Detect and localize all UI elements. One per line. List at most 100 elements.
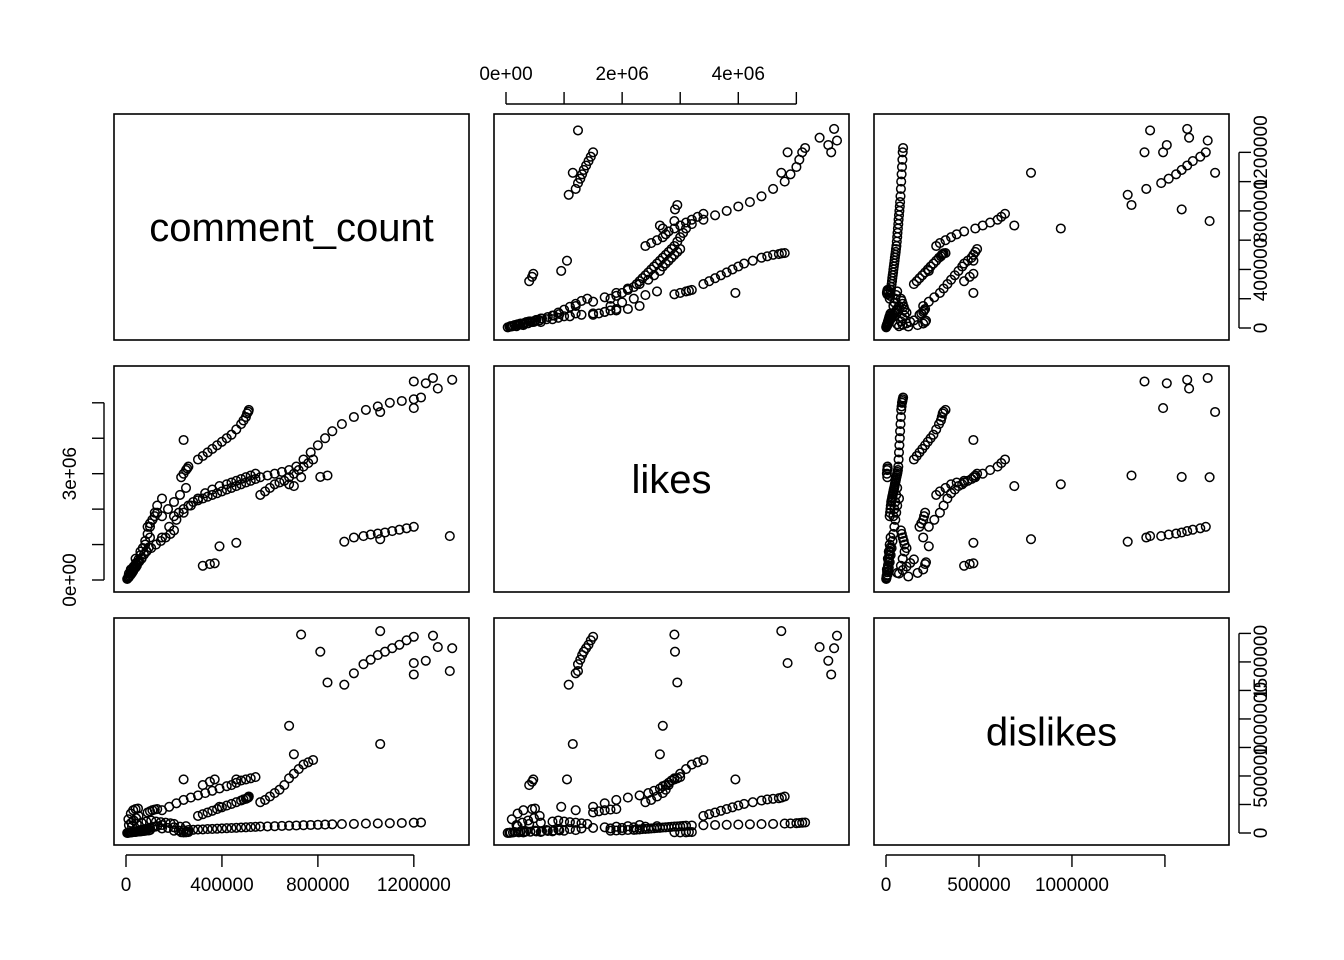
point-dislikes-vs-likes-166 bbox=[831, 630, 843, 641]
point-likes-vs-dislikes-169 bbox=[923, 541, 934, 552]
point-likes-vs-dislikes-80 bbox=[918, 532, 929, 543]
point-likes-vs-comment_count-80 bbox=[156, 532, 168, 543]
point-dislikes-vs-comment_count-110 bbox=[236, 822, 247, 833]
point-dislikes-vs-likes-119 bbox=[686, 820, 697, 831]
point-dislikes-vs-comment_count-83 bbox=[178, 794, 189, 805]
point-likes-vs-dislikes-154 bbox=[1200, 521, 1211, 532]
point-comment_count-vs-dislikes-135 bbox=[940, 235, 951, 246]
point-dislikes-vs-likes-56 bbox=[517, 817, 528, 828]
point-dislikes-vs-comment_count-101 bbox=[192, 824, 204, 835]
point-comment_count-vs-likes-146 bbox=[570, 183, 581, 194]
point-dislikes-vs-comment_count-24 bbox=[132, 803, 144, 814]
point-likes-vs-comment_count-172 bbox=[209, 558, 220, 569]
point-likes-vs-comment_count-110 bbox=[236, 479, 247, 490]
point-dislikes-vs-likes-55 bbox=[511, 819, 522, 831]
point-comment_count-vs-likes-75 bbox=[762, 251, 773, 262]
point-comment_count-vs-likes-148 bbox=[575, 173, 586, 184]
point-likes-vs-comment_count-62 bbox=[176, 472, 187, 483]
point-comment_count-vs-dislikes-79 bbox=[940, 248, 951, 259]
point-dislikes-vs-comment_count-95 bbox=[250, 772, 261, 783]
point-likes-vs-dislikes-96 bbox=[884, 511, 895, 522]
point-comment_count-vs-dislikes-152 bbox=[1187, 156, 1198, 167]
point-likes-vs-dislikes-155 bbox=[1055, 479, 1066, 490]
variable-label-likes: likes bbox=[631, 458, 711, 502]
point-comment_count-vs-likes-144 bbox=[698, 208, 709, 219]
point-likes-vs-comment_count-113 bbox=[250, 473, 261, 485]
point-dislikes-vs-likes-58 bbox=[528, 813, 539, 824]
point-comment_count-vs-likes-142 bbox=[686, 214, 697, 225]
point-likes-vs-comment_count-83 bbox=[178, 507, 189, 518]
point-dislikes-vs-likes-161 bbox=[826, 669, 837, 680]
point-dislikes-vs-comment_count-154 bbox=[408, 631, 419, 642]
point-comment_count-vs-dislikes-174 bbox=[968, 287, 979, 298]
point-comment_count-vs-dislikes-169 bbox=[923, 265, 934, 276]
point-comment_count-vs-dislikes-130 bbox=[897, 154, 908, 165]
point-comment_count-vs-likes-50 bbox=[531, 314, 542, 325]
panel-comment_count-likes bbox=[493, 113, 850, 341]
point-likes-vs-dislikes-144 bbox=[999, 454, 1011, 465]
point-dislikes-vs-likes-79 bbox=[779, 791, 790, 802]
point-dislikes-vs-comment_count-131 bbox=[408, 817, 419, 828]
point-likes-vs-dislikes-54 bbox=[885, 542, 896, 553]
variable-label-comment_count: comment_count bbox=[149, 206, 434, 250]
point-dislikes-vs-comment_count-114 bbox=[255, 821, 266, 832]
point-dislikes-vs-comment_count-124 bbox=[327, 819, 338, 830]
point-dislikes-vs-likes-69 bbox=[721, 804, 732, 815]
point-comment_count-vs-likes-104 bbox=[640, 270, 651, 281]
point-likes-vs-comment_count-127 bbox=[360, 404, 371, 415]
point-likes-vs-comment_count-115 bbox=[262, 470, 273, 481]
point-comment_count-vs-likes-149 bbox=[577, 169, 588, 180]
tick-label-top-likes: 0e+00 bbox=[479, 64, 532, 85]
tick-label-right-dislikes: 0 bbox=[1251, 828, 1272, 839]
tick-label-right-comment_count: 1200000 bbox=[1251, 115, 1272, 189]
point-comment_count-vs-dislikes-156 bbox=[1009, 220, 1020, 231]
point-comment_count-vs-likes-57 bbox=[523, 318, 534, 329]
point-likes-vs-dislikes-120 bbox=[893, 454, 904, 465]
point-comment_count-vs-dislikes-54 bbox=[885, 309, 896, 320]
point-dislikes-vs-likes-32 bbox=[570, 817, 581, 828]
point-likes-vs-comment_count-147 bbox=[358, 531, 369, 542]
point-likes-vs-comment_count-151 bbox=[387, 526, 398, 537]
point-dislikes-vs-comment_count-145 bbox=[339, 679, 350, 690]
point-dislikes-vs-comment_count-162 bbox=[420, 655, 431, 666]
point-dislikes-vs-comment_count-113 bbox=[250, 821, 261, 832]
point-likes-vs-comment_count-136 bbox=[269, 479, 280, 490]
point-dislikes-vs-comment_count-129 bbox=[384, 818, 395, 829]
point-comment_count-vs-likes-64 bbox=[683, 285, 694, 296]
point-likes-vs-comment_count-112 bbox=[245, 475, 256, 486]
point-likes-vs-comment_count-64 bbox=[182, 463, 193, 474]
point-dislikes-vs-comment_count-87 bbox=[207, 785, 218, 796]
point-dislikes-vs-likes-71 bbox=[733, 800, 744, 811]
point-likes-vs-comment_count-106 bbox=[216, 486, 227, 497]
point-comment_count-vs-likes-31 bbox=[564, 301, 575, 312]
point-comment_count-vs-likes-133 bbox=[640, 240, 651, 252]
point-comment_count-vs-dislikes-66 bbox=[911, 276, 922, 287]
point-comment_count-vs-dislikes-154 bbox=[1200, 147, 1211, 158]
point-likes-vs-comment_count-167 bbox=[375, 534, 386, 545]
point-comment_count-vs-likes-47 bbox=[513, 319, 524, 330]
tick-label-top-likes: 4e+06 bbox=[712, 64, 765, 85]
point-comment_count-vs-likes-56 bbox=[517, 319, 528, 330]
tick-label-bottom-dislikes: 1000000 bbox=[1035, 875, 1109, 896]
point-dislikes-vs-likes-80 bbox=[570, 805, 581, 816]
point-comment_count-vs-likes-135 bbox=[651, 235, 663, 246]
point-dislikes-vs-comment_count-118 bbox=[284, 820, 295, 831]
point-likes-vs-dislikes-166 bbox=[1202, 372, 1213, 384]
point-dislikes-vs-comment_count-36 bbox=[162, 822, 174, 833]
point-dislikes-vs-likes-165 bbox=[782, 658, 793, 669]
point-likes-vs-comment_count-123 bbox=[320, 433, 331, 444]
point-dislikes-vs-comment_count-98 bbox=[178, 825, 189, 836]
point-likes-vs-comment_count-109 bbox=[231, 481, 242, 492]
point-likes-vs-comment_count-13 bbox=[152, 500, 163, 511]
point-comment_count-vs-likes-160 bbox=[776, 167, 787, 178]
point-comment_count-vs-dislikes-129 bbox=[896, 161, 908, 173]
point-likes-vs-dislikes-160 bbox=[1210, 406, 1221, 418]
point-likes-vs-dislikes-132 bbox=[898, 392, 909, 403]
point-comment_count-vs-likes-143 bbox=[692, 211, 703, 222]
tick-label-left-likes: 0e+00 bbox=[60, 553, 81, 606]
point-dislikes-vs-likes-154 bbox=[588, 631, 599, 642]
point-dislikes-vs-comment_count-44 bbox=[152, 804, 163, 815]
point-comment_count-vs-dislikes-67 bbox=[914, 273, 925, 284]
point-dislikes-vs-likes-96 bbox=[605, 825, 616, 836]
